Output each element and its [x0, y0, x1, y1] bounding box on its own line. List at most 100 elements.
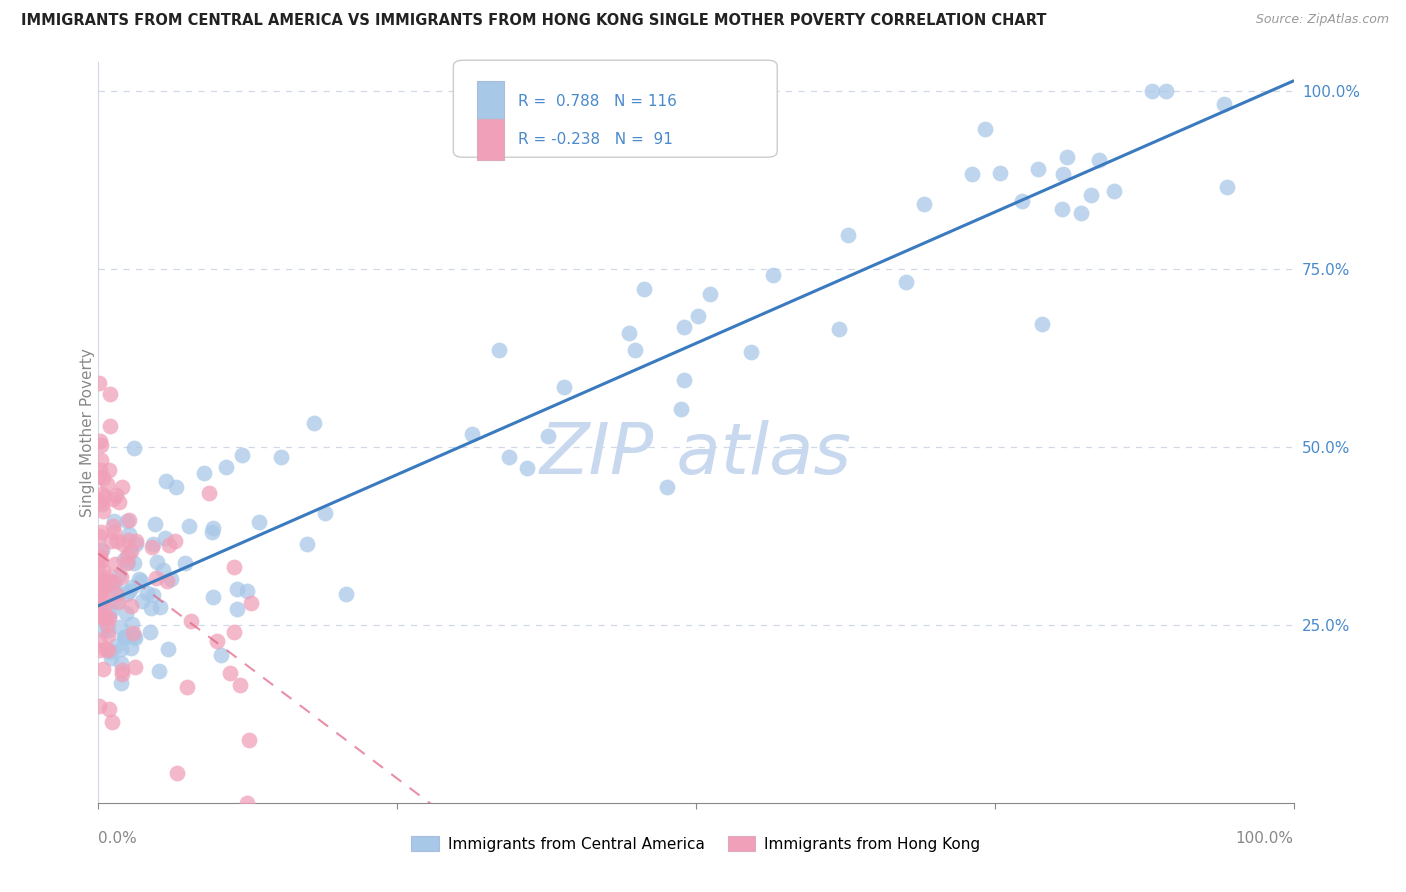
Point — [153, 532, 176, 546]
Point — [124, 660, 146, 674]
Point — [193, 467, 215, 481]
Point — [135, 585, 157, 599]
Point — [94, 579, 117, 593]
Point — [198, 486, 221, 500]
Point — [91, 623, 114, 637]
Point — [1213, 96, 1236, 111]
Point — [90, 553, 112, 567]
Point — [141, 540, 163, 554]
Point — [155, 474, 177, 488]
Point — [87, 558, 110, 572]
Point — [98, 419, 121, 434]
Point — [117, 555, 139, 569]
Point — [236, 796, 259, 810]
Point — [295, 537, 318, 551]
Point — [240, 596, 263, 610]
Text: 100.0%: 100.0% — [1236, 831, 1294, 847]
Point — [93, 600, 115, 615]
Text: R =  0.788   N = 116: R = 0.788 N = 116 — [517, 94, 676, 109]
Point — [115, 606, 138, 620]
Point — [112, 553, 135, 567]
Point — [159, 538, 181, 552]
Point — [90, 487, 112, 501]
Point — [202, 521, 225, 535]
Y-axis label: Single Mother Poverty: Single Mother Poverty — [80, 348, 94, 517]
Point — [98, 387, 121, 401]
Point — [93, 490, 115, 504]
Point — [1142, 84, 1164, 98]
Point — [205, 634, 228, 648]
Point — [117, 546, 139, 560]
Text: R = -0.238   N =  91: R = -0.238 N = 91 — [517, 132, 673, 147]
Bar — [477, 120, 503, 161]
Point — [335, 587, 357, 601]
Point — [87, 587, 110, 601]
Point — [488, 343, 510, 357]
Point — [114, 630, 136, 644]
Point — [138, 625, 160, 640]
Point — [108, 620, 131, 634]
Point — [115, 549, 138, 563]
Point — [89, 633, 111, 648]
Point — [655, 480, 678, 494]
Point — [1070, 205, 1092, 219]
Point — [118, 527, 141, 541]
Point — [1011, 194, 1033, 209]
Point — [100, 534, 122, 549]
Point — [89, 608, 111, 623]
Point — [122, 556, 145, 570]
Point — [87, 529, 110, 543]
Point — [166, 765, 188, 780]
Point — [117, 514, 139, 528]
Point — [672, 319, 695, 334]
Point — [215, 459, 238, 474]
Point — [125, 536, 148, 550]
Point — [98, 574, 121, 589]
Point — [90, 588, 112, 602]
Point — [91, 593, 114, 607]
Point — [110, 657, 132, 671]
Point — [912, 197, 935, 211]
Point — [688, 310, 710, 324]
Point — [120, 544, 142, 558]
Point — [762, 268, 785, 282]
Point — [114, 630, 136, 644]
Point — [128, 572, 150, 586]
Point — [302, 416, 325, 430]
Point — [238, 733, 260, 747]
Point — [100, 714, 122, 729]
Point — [117, 533, 139, 547]
Point — [87, 596, 110, 610]
Point — [89, 469, 111, 483]
Point — [115, 586, 138, 600]
Point — [1087, 153, 1109, 168]
Point — [141, 601, 163, 615]
Point — [91, 543, 114, 558]
Point — [176, 680, 198, 694]
Point — [111, 481, 134, 495]
Point — [828, 322, 851, 336]
Point — [122, 441, 145, 455]
Point — [624, 343, 647, 357]
Point — [461, 426, 484, 441]
Point — [224, 560, 246, 574]
Point — [1154, 84, 1177, 98]
Point — [118, 513, 141, 527]
Point — [93, 612, 115, 626]
Point — [209, 648, 232, 662]
Point — [111, 666, 134, 681]
Point — [90, 544, 112, 558]
Point — [103, 514, 125, 528]
Legend: Immigrants from Central America, Immigrants from Hong Kong: Immigrants from Central America, Immigra… — [405, 830, 987, 858]
Point — [672, 373, 695, 387]
Point — [142, 588, 165, 602]
Point — [110, 642, 132, 657]
Point — [111, 663, 134, 677]
Point — [105, 639, 128, 653]
Point — [97, 463, 120, 477]
Point — [159, 572, 181, 586]
Point — [87, 698, 110, 713]
Point — [120, 599, 142, 614]
Point — [148, 664, 170, 678]
Point — [1080, 188, 1102, 202]
